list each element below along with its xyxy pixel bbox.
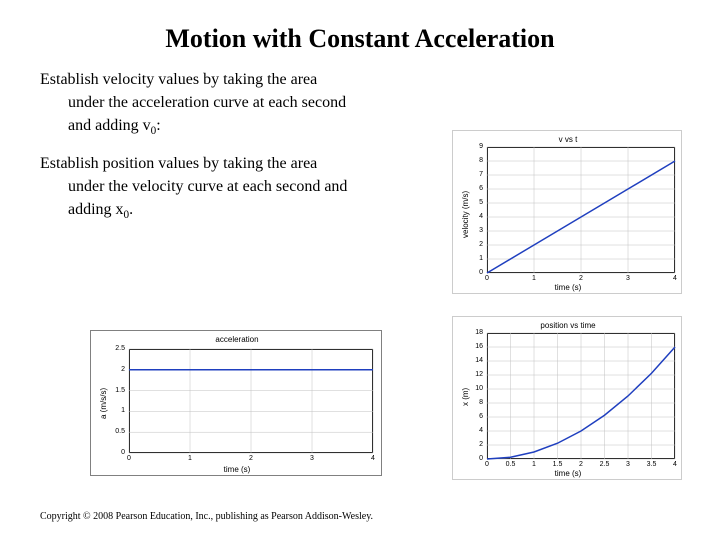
p2-line3: adding x0. bbox=[40, 198, 380, 223]
chart-velocity: v vs t012340123456789time (s)velocity (m… bbox=[452, 130, 682, 294]
x-tick: 1 bbox=[524, 461, 544, 468]
p1-line3: and adding v0: bbox=[40, 114, 380, 139]
y-tick: 2 bbox=[121, 366, 125, 373]
x-tick: 3 bbox=[302, 455, 322, 462]
p2-l3-c: . bbox=[129, 201, 133, 218]
p2-line2: under the velocity curve at each second … bbox=[40, 175, 380, 198]
y-tick: 9 bbox=[479, 143, 483, 150]
p1-line1: Establish velocity values by taking the … bbox=[40, 68, 380, 91]
y-tick: 10 bbox=[475, 385, 483, 392]
y-tick: 5 bbox=[479, 199, 483, 206]
y-tick: 1 bbox=[479, 255, 483, 262]
y-tick: 4 bbox=[479, 213, 483, 220]
x-tick: 0 bbox=[477, 461, 497, 468]
x-tick: 2 bbox=[571, 461, 591, 468]
x-tick: 2 bbox=[241, 455, 261, 462]
x-tick: 4 bbox=[665, 461, 685, 468]
y-tick: 12 bbox=[475, 371, 483, 378]
x-tick: 3 bbox=[618, 275, 638, 282]
x-tick: 1 bbox=[180, 455, 200, 462]
paragraph-position: Establish position values by taking the … bbox=[40, 152, 380, 224]
y-tick: 8 bbox=[479, 157, 483, 164]
y-tick: 1.5 bbox=[115, 387, 125, 394]
x-tick: 2 bbox=[571, 275, 591, 282]
x-tick: 4 bbox=[665, 275, 685, 282]
p1-l3-c: : bbox=[156, 117, 160, 134]
x-axis-label: time (s) bbox=[453, 469, 683, 478]
x-tick: 0.5 bbox=[501, 461, 521, 468]
p2-l3-a: adding x bbox=[68, 201, 124, 218]
chart-svg bbox=[453, 317, 683, 481]
y-tick: 2 bbox=[479, 441, 483, 448]
y-tick: 0 bbox=[479, 455, 483, 462]
y-tick: 0.5 bbox=[115, 428, 125, 435]
chart-position: position vs time00.511.522.533.540246810… bbox=[452, 316, 682, 480]
y-tick: 7 bbox=[479, 171, 483, 178]
y-axis-label: velocity (m/s) bbox=[461, 191, 470, 238]
y-tick: 14 bbox=[475, 357, 483, 364]
x-axis-label: time (s) bbox=[91, 465, 383, 474]
p1-l3-a: and adding v bbox=[68, 117, 151, 134]
x-tick: 0 bbox=[477, 275, 497, 282]
y-tick: 1 bbox=[121, 407, 125, 414]
p1-line2: under the acceleration curve at each sec… bbox=[40, 91, 380, 114]
y-axis-label: x (m) bbox=[461, 388, 470, 406]
y-tick: 3 bbox=[479, 227, 483, 234]
y-tick: 2.5 bbox=[115, 345, 125, 352]
x-tick: 2.5 bbox=[595, 461, 615, 468]
copyright-notice: Copyright © 2008 Pearson Education, Inc.… bbox=[40, 511, 373, 522]
y-tick: 2 bbox=[479, 241, 483, 248]
x-tick: 0 bbox=[119, 455, 139, 462]
y-tick: 18 bbox=[475, 329, 483, 336]
y-tick: 4 bbox=[479, 427, 483, 434]
x-tick: 4 bbox=[363, 455, 383, 462]
y-tick: 16 bbox=[475, 343, 483, 350]
x-tick: 1.5 bbox=[548, 461, 568, 468]
y-tick: 0 bbox=[121, 449, 125, 456]
chart-svg bbox=[453, 131, 683, 295]
p2-line1: Establish position values by taking the … bbox=[40, 152, 380, 175]
y-tick: 6 bbox=[479, 413, 483, 420]
y-axis-label: a (m/s/s) bbox=[99, 388, 108, 419]
y-tick: 8 bbox=[479, 399, 483, 406]
body-text: Establish velocity values by taking the … bbox=[0, 68, 380, 224]
chart-acceleration: acceleration0123400.511.522.5time (s)a (… bbox=[90, 330, 382, 476]
y-tick: 6 bbox=[479, 185, 483, 192]
paragraph-velocity: Establish velocity values by taking the … bbox=[40, 68, 380, 140]
x-axis-label: time (s) bbox=[453, 283, 683, 292]
x-tick: 3.5 bbox=[642, 461, 662, 468]
x-tick: 1 bbox=[524, 275, 544, 282]
x-tick: 3 bbox=[618, 461, 638, 468]
y-tick: 0 bbox=[479, 269, 483, 276]
page-title: Motion with Constant Acceleration bbox=[0, 0, 720, 68]
